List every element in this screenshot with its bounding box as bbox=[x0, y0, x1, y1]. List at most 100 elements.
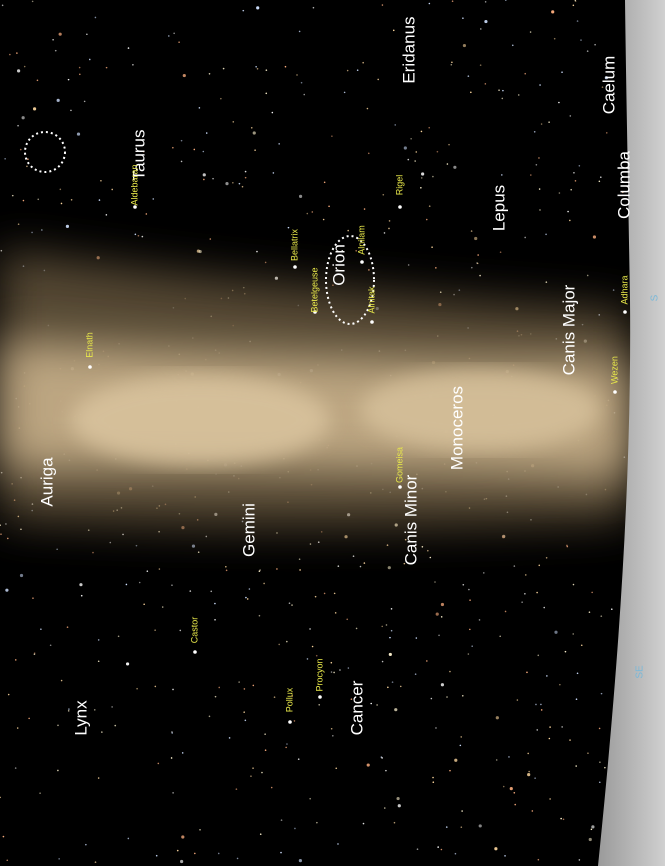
star-dot bbox=[291, 604, 293, 606]
star-dot bbox=[93, 709, 96, 711]
star-dot bbox=[362, 61, 364, 64]
star-dot bbox=[531, 810, 534, 812]
star-dot bbox=[540, 123, 543, 125]
star-dot bbox=[56, 548, 58, 551]
star-dot bbox=[564, 650, 567, 653]
star-dot bbox=[425, 218, 428, 221]
star-dot bbox=[212, 177, 214, 180]
star-dot bbox=[535, 163, 538, 166]
star-dot bbox=[58, 32, 62, 36]
star-dot bbox=[87, 529, 90, 531]
star-dot bbox=[445, 826, 448, 828]
star-dot bbox=[545, 556, 548, 559]
star-dot bbox=[461, 810, 463, 812]
star-dot bbox=[60, 679, 63, 682]
star-dot bbox=[484, 1, 487, 3]
star-dot bbox=[333, 671, 335, 674]
star-marker bbox=[288, 720, 292, 724]
star-dot bbox=[331, 135, 333, 137]
star-dot bbox=[479, 64, 482, 66]
star-dot bbox=[318, 703, 321, 706]
star-dot bbox=[127, 837, 130, 840]
star-dot bbox=[6, 859, 9, 862]
star-dot bbox=[416, 848, 419, 850]
star-dot bbox=[306, 212, 309, 215]
star-marker bbox=[88, 365, 92, 369]
star-dot bbox=[214, 602, 216, 605]
star-dot bbox=[430, 697, 433, 700]
star-dot bbox=[202, 150, 205, 153]
star-dot bbox=[306, 658, 309, 660]
star-dot bbox=[274, 276, 279, 280]
star-dot bbox=[330, 671, 333, 673]
star-dot bbox=[389, 636, 391, 639]
star-dot bbox=[421, 546, 424, 548]
star-dot bbox=[252, 767, 254, 769]
star-dot bbox=[538, 188, 541, 190]
star-dot bbox=[19, 148, 22, 151]
star-dot bbox=[381, 4, 384, 6]
star-dot bbox=[622, 191, 624, 194]
star-dot bbox=[470, 230, 473, 232]
star-dot bbox=[167, 35, 170, 37]
star-dot bbox=[317, 541, 320, 543]
star-dot bbox=[322, 218, 325, 221]
star-dot bbox=[298, 859, 302, 863]
star-dot bbox=[276, 532, 278, 534]
star-dot bbox=[498, 89, 500, 91]
star-dot bbox=[109, 541, 112, 544]
star-dot bbox=[172, 146, 174, 149]
star-dot bbox=[376, 704, 378, 706]
star-dot bbox=[610, 608, 613, 611]
star-dot bbox=[145, 213, 148, 215]
star-dot bbox=[7, 693, 10, 696]
star-dot bbox=[79, 73, 81, 76]
star-dot bbox=[60, 202, 63, 205]
star-dot bbox=[250, 775, 252, 777]
star-dot bbox=[502, 785, 505, 788]
star-dot bbox=[393, 821, 396, 824]
star-dot bbox=[323, 181, 326, 184]
star-label: Gomeisa bbox=[394, 447, 404, 483]
star-dot bbox=[236, 857, 239, 860]
star-dot bbox=[509, 787, 513, 791]
star-dot bbox=[238, 182, 241, 185]
star-dot bbox=[288, 602, 291, 604]
star-dot bbox=[23, 65, 26, 68]
star-dot bbox=[294, 827, 296, 830]
star-dot bbox=[511, 44, 514, 47]
star-dot bbox=[70, 198, 73, 201]
star-dot bbox=[588, 611, 591, 614]
star-marker bbox=[360, 260, 364, 264]
star-dot bbox=[362, 822, 365, 825]
star-dot bbox=[397, 804, 401, 808]
star-dot bbox=[415, 151, 418, 153]
constellation-label: Auriga bbox=[37, 457, 56, 507]
star-dot bbox=[191, 544, 196, 548]
star-dot bbox=[495, 716, 499, 720]
star-dot bbox=[125, 583, 128, 586]
star-dot bbox=[5, 523, 7, 525]
star-dot bbox=[334, 612, 337, 614]
star-dot bbox=[217, 852, 220, 855]
star-dot bbox=[501, 535, 506, 539]
star-dot bbox=[243, 711, 245, 713]
star-dot bbox=[578, 859, 581, 861]
star-dot bbox=[516, 699, 519, 701]
star-dot bbox=[381, 625, 384, 628]
star-dot bbox=[363, 562, 366, 564]
star-dot bbox=[355, 627, 358, 630]
star-dot bbox=[286, 743, 288, 745]
star-dot bbox=[381, 660, 384, 663]
star-dot bbox=[181, 526, 185, 530]
star-dot bbox=[238, 681, 240, 683]
star-dot bbox=[309, 797, 311, 800]
star-dot bbox=[601, 86, 604, 88]
star-dot bbox=[549, 726, 551, 728]
star-dot bbox=[572, 633, 575, 635]
star-dot bbox=[420, 177, 423, 179]
star-dot bbox=[83, 100, 86, 103]
star-dot bbox=[574, 0, 577, 1]
star-dot bbox=[428, 2, 431, 5]
star-dot bbox=[598, 180, 601, 183]
